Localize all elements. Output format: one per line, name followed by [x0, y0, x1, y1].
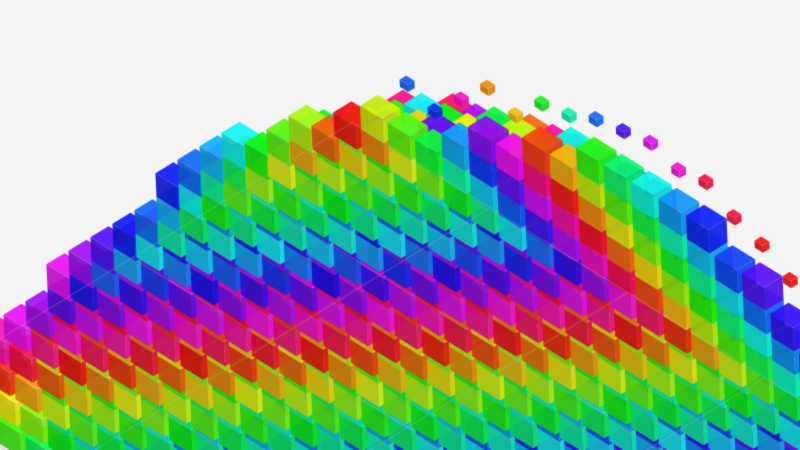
voxel-3d-plot-canvas	[0, 0, 800, 450]
figure-canvas-container	[0, 0, 800, 450]
